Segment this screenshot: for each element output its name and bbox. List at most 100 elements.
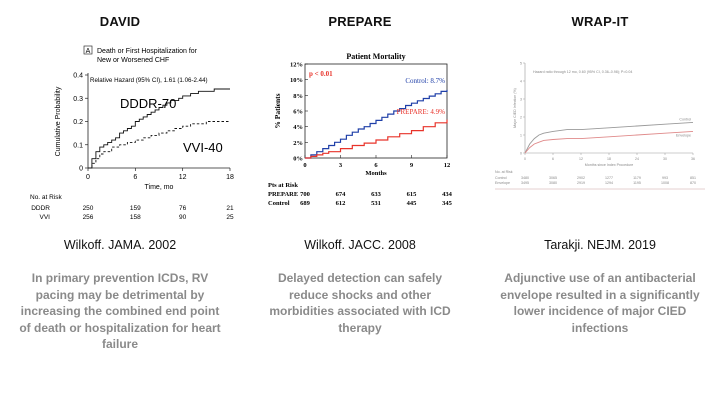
- at-risk-value: 76: [179, 205, 187, 212]
- hazard-annotation: Hazard ratio through 12 mo, 0.60 (95% CI…: [533, 70, 632, 74]
- y-tick-label: 0.2: [73, 119, 83, 126]
- trial-title-david: DAVID: [99, 14, 141, 29]
- series-line-prepare: [305, 119, 448, 159]
- at-risk-value: 1277: [605, 176, 613, 180]
- at-risk-value: 445: [407, 200, 418, 207]
- at-risk-row-name: DDDR: [31, 205, 50, 212]
- series-line-control: [524, 121, 694, 154]
- at-risk-value: 159: [130, 205, 141, 212]
- y-axis-label: Cumulative Probability: [55, 86, 62, 156]
- citation-prepare: Wilkoff. JACC. 2008: [304, 238, 416, 252]
- column-wrapit: WRAP-IT 0 1 2 3 4 5 0 6 12 18 24 30 36 Months since I…: [480, 0, 720, 405]
- x-axis-label: Months since Index Procedure: [585, 163, 634, 167]
- x-tick-label: 18: [226, 174, 234, 181]
- x-tick-label: 12: [579, 157, 583, 161]
- at-risk-value: 674: [336, 191, 347, 198]
- x-axis-label: Months: [365, 170, 387, 177]
- at-risk-value: 689: [300, 200, 311, 207]
- x-tick-label: 6: [374, 162, 378, 169]
- x-tick-label: 0: [303, 162, 306, 169]
- at-risk-value: 345: [442, 200, 453, 207]
- series-label-vvi40: VVI-40: [183, 140, 223, 155]
- at-risk-value: 158: [130, 214, 141, 221]
- citation-wrapit: Tarakji. NEJM. 2019: [544, 238, 656, 252]
- at-risk-value: 3495: [521, 181, 529, 185]
- at-risk-row-name: Envelope: [495, 181, 510, 185]
- series-label-control: Control: 8.7%: [405, 77, 445, 85]
- x-tick-label: 3: [339, 162, 343, 169]
- y-tick-label: 4%: [293, 124, 303, 131]
- y-tick-label: 2: [520, 116, 522, 120]
- y-tick-label: 3: [520, 98, 522, 102]
- p-value-annotation: p < 0.01: [309, 70, 333, 78]
- at-risk-value: 25: [226, 214, 234, 221]
- at-risk-heading: Pts at Risk: [268, 182, 298, 189]
- y-axis-label: Major CIED Infection (%): [513, 88, 517, 128]
- at-risk-value: 21: [226, 205, 234, 212]
- at-risk-value: 250: [83, 205, 94, 212]
- at-risk-value: 90: [179, 214, 187, 221]
- x-tick-label: 0: [86, 174, 90, 181]
- at-risk-value: 434: [442, 191, 453, 198]
- y-tick-label: 5: [520, 62, 522, 66]
- series-line-control: [305, 89, 448, 159]
- at-risk-value: 612: [336, 200, 346, 207]
- y-tick-label: 12%: [290, 62, 303, 69]
- trial-title-prepare: PREPARE: [328, 14, 392, 29]
- at-risk-value: 1008: [661, 181, 669, 185]
- at-risk-value: 993: [662, 176, 668, 180]
- at-risk-value: 1294: [605, 181, 613, 185]
- column-david: DAVID A Death or First Hospitalization fo…: [0, 0, 240, 405]
- david-chart: A Death or First Hospitalization for New o…: [30, 45, 234, 221]
- series-label-envelope: Envelope: [676, 133, 691, 137]
- x-tick-label: 12: [179, 174, 187, 181]
- at-risk-value: 1179: [633, 176, 641, 180]
- finding-wrapit: Adjunctive use of an antibacterial envel…: [500, 271, 700, 335]
- trial-title-wrapit: WRAP-IT: [571, 14, 629, 29]
- chart-title-line2: New or Worsened CHF: [97, 57, 169, 64]
- y-tick-label: 2%: [293, 140, 303, 147]
- x-tick-label: 6: [133, 174, 137, 181]
- at-risk-row-name: VVI: [40, 214, 51, 221]
- y-tick-label: 0.4: [73, 73, 83, 80]
- y-tick-label: 0.3: [73, 96, 83, 103]
- prepare-chart: Patient Mortality 0% 2% 4% 6% 8% 10% 12% 0 3 6 9 12 M…: [268, 52, 453, 207]
- at-risk-value: 615: [407, 191, 418, 198]
- at-risk-value: 851: [690, 176, 696, 180]
- at-risk-value: 3065: [549, 176, 557, 180]
- panel-tag: A: [86, 48, 91, 55]
- y-tick-label: 10%: [290, 77, 303, 84]
- chart-title: Patient Mortality: [346, 52, 405, 61]
- x-tick-label: 36: [691, 157, 695, 161]
- y-axis-label: % Patients: [273, 93, 282, 128]
- at-risk-row-name: Control: [495, 176, 507, 180]
- at-risk-row-name: Control: [268, 200, 290, 207]
- y-tick-label: 0.1: [73, 142, 83, 149]
- x-tick-label: 30: [663, 157, 667, 161]
- at-risk-row-name: PREPARE: [268, 191, 298, 198]
- y-tick-label: 0: [79, 166, 83, 173]
- at-risk-value: 3480: [521, 176, 529, 180]
- x-tick-label: 24: [635, 157, 639, 161]
- at-risk-value: 1195: [633, 181, 641, 185]
- chart-title-line1: Death or First Hospitalization for: [97, 48, 198, 55]
- at-risk-heading: No. at Risk: [495, 170, 513, 174]
- at-risk-value: 531: [371, 200, 381, 207]
- y-tick-label: 1: [520, 134, 522, 138]
- series-line-dddr70: [88, 88, 230, 169]
- x-tick-label: 6: [552, 157, 554, 161]
- at-risk-value: 2919: [577, 181, 585, 185]
- x-tick-label: 18: [607, 157, 611, 161]
- at-risk-value: 3080: [549, 181, 557, 185]
- y-tick-label: 0%: [293, 156, 303, 163]
- y-tick-label: 8%: [293, 93, 303, 100]
- column-prepare: PREPARE Patient Mortality 0% 2% 4% 6% 8% 10% 12…: [240, 0, 480, 405]
- x-tick-label: 9: [410, 162, 414, 169]
- finding-prepare: Delayed detection can safely reduce shoc…: [269, 271, 451, 335]
- y-tick-label: 0: [520, 152, 522, 156]
- series-label-prepare: PREPARE: 4.9%: [397, 108, 446, 116]
- panel-tag-box: [83, 45, 93, 55]
- x-tick-label: 12: [444, 162, 451, 169]
- hazard-annotation: Relative Hazard (95% CI), 1.61 (1.06-2.4…: [90, 77, 208, 84]
